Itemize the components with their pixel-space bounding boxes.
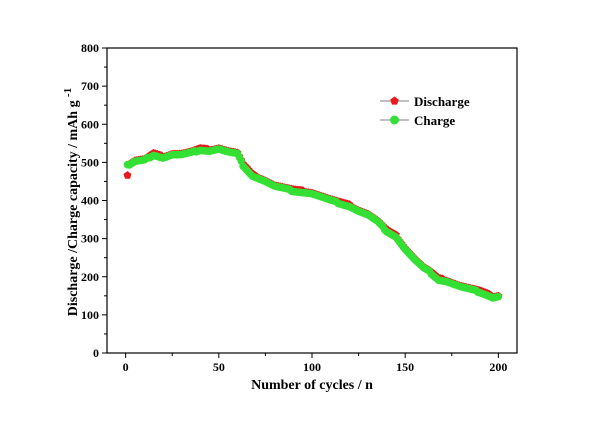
y-tick-label: 700 [81,79,99,93]
y-tick-label: 100 [81,308,99,322]
y-axis-title-superscript: -1 [62,88,74,97]
legend-item-discharge: Discharge [380,94,470,109]
x-tick-label: 50 [213,360,225,374]
y-tick-label: 300 [81,232,99,246]
series-layer [123,144,503,302]
data-point [123,171,132,179]
x-axis-title: Number of cycles / n [251,378,373,393]
y-axis-title-group: Discharge /Charge capacity / mAh g -1 [62,88,81,316]
data-point [494,292,503,301]
legend-label-discharge: Discharge [414,94,470,109]
svg-text:Discharge /Charge capacity / m: Discharge /Charge capacity / mAh g -1 [62,88,81,316]
series-charge [123,145,503,302]
x-tick-label: 0 [123,360,129,374]
series-discharge [123,144,503,301]
y-axis: 0 100 200 300 400 500 600 700 800 [81,41,107,360]
legend-item-charge: Charge [380,113,455,128]
y-axis-title: Discharge /Charge capacity / mAh g [66,100,81,316]
legend: Discharge Charge [380,94,470,128]
legend-label-charge: Charge [414,113,455,128]
legend-marker-discharge [390,96,399,105]
y-tick-label: 500 [81,155,99,169]
x-tick-label: 200 [489,360,507,374]
legend-marker-charge [390,115,399,125]
y-tick-label: 800 [81,41,99,55]
x-axis: 0 50 100 150 200 [123,353,507,374]
y-tick-label: 0 [93,346,99,360]
x-tick-label: 100 [303,360,321,374]
y-tick-label: 400 [81,194,99,208]
y-tick-label: 600 [81,117,99,131]
x-tick-label: 150 [396,360,414,374]
y-tick-label: 200 [81,270,99,284]
